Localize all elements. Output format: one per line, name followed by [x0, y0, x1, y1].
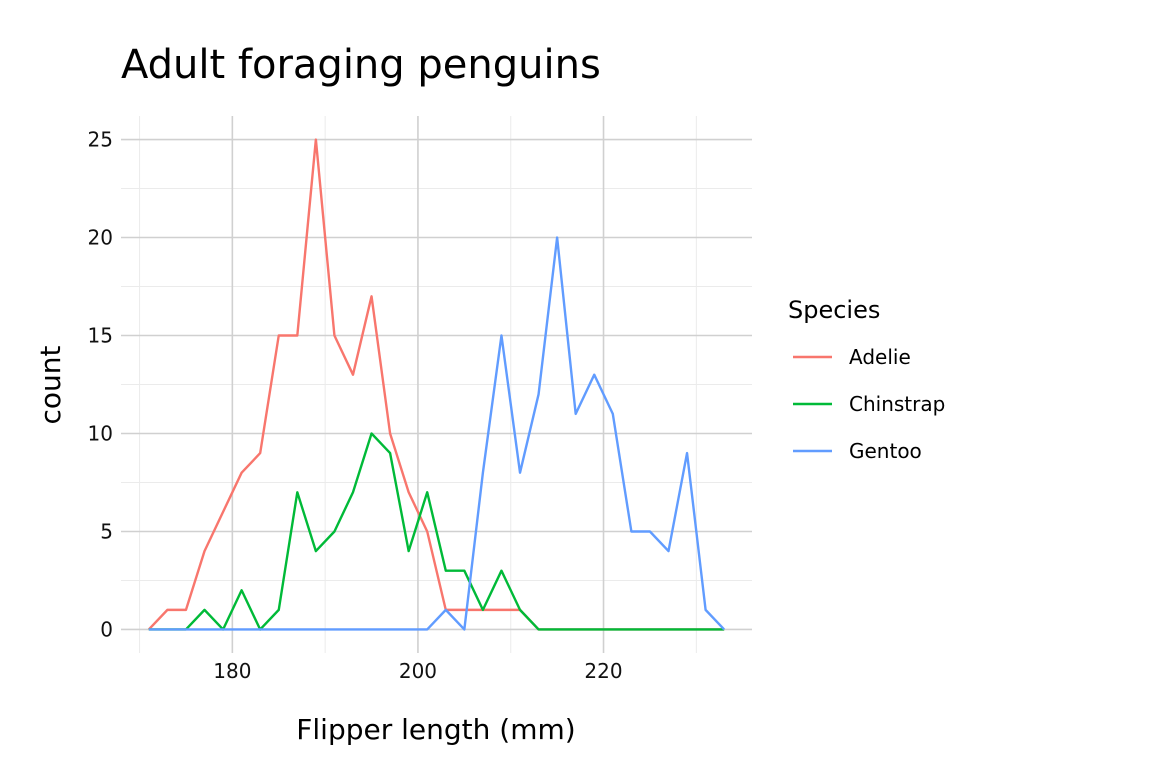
legend-items: Adelie Chinstrap Gentoo: [793, 345, 945, 463]
x-tick-label: 180: [213, 659, 251, 683]
y-axis-title: count: [34, 345, 67, 424]
series-lines: [147, 138, 726, 631]
legend-title: Species: [788, 296, 880, 324]
x-tick-label: 200: [399, 659, 437, 683]
y-tick-label: 10: [88, 421, 113, 445]
y-tick-label: 25: [88, 128, 113, 152]
legend-label-gentoo: Gentoo: [849, 439, 922, 463]
series-line-gentoo: [148, 236, 726, 631]
y-tick-label: 15: [88, 324, 113, 348]
legend-item-adelie: Adelie: [793, 345, 911, 369]
legend-item-gentoo: Gentoo: [793, 439, 922, 463]
y-tick-label: 0: [100, 617, 113, 641]
x-axis-title: Flipper length (mm): [296, 713, 575, 746]
grid-minor: [121, 116, 752, 653]
y-tick-label: 5: [100, 519, 113, 543]
series-line-chinstrap: [148, 432, 725, 631]
y-tick-labels: 0 5 10 15 20 25: [88, 128, 113, 642]
chart-title: Adult foraging penguins: [121, 42, 601, 88]
y-tick-label: 20: [88, 226, 113, 250]
legend-label-adelie: Adelie: [849, 345, 911, 369]
x-tick-labels: 180 200 220: [213, 659, 622, 683]
x-tick-label: 220: [584, 659, 622, 683]
legend: Species Adelie Chinstrap Gentoo: [788, 296, 945, 463]
legend-item-chinstrap: Chinstrap: [793, 392, 945, 416]
legend-label-chinstrap: Chinstrap: [849, 392, 945, 416]
